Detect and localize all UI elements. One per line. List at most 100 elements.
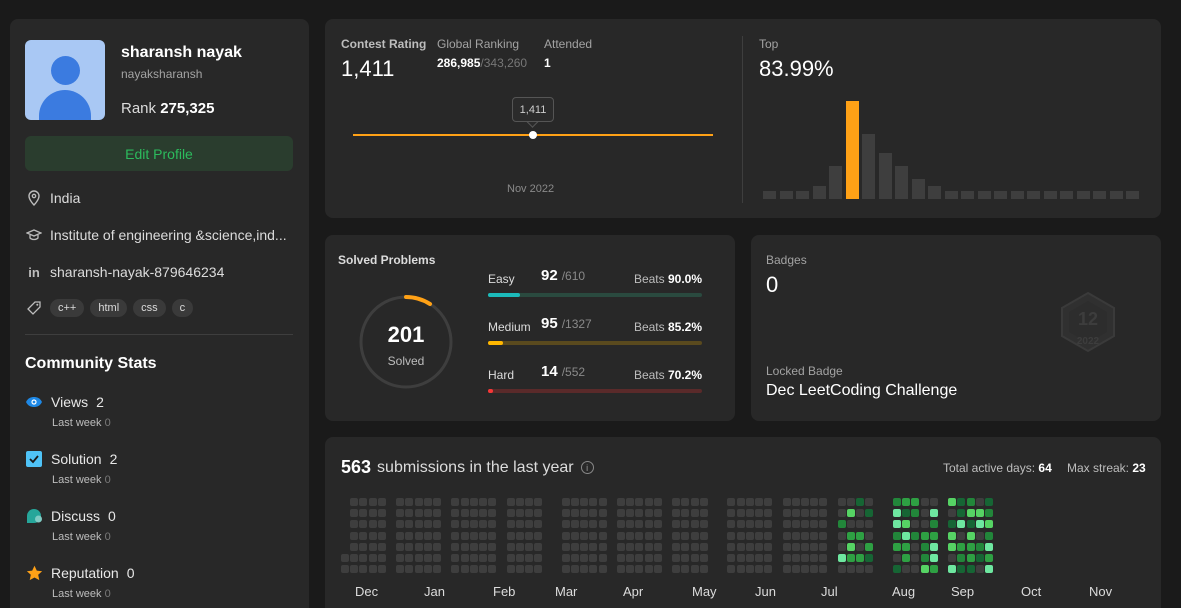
heatmap-cell[interactable] — [764, 509, 773, 518]
heatmap-cell[interactable] — [580, 520, 589, 529]
heatmap-cell[interactable] — [681, 520, 690, 529]
heatmap-cell[interactable] — [561, 498, 570, 506]
heatmap-cell[interactable] — [975, 498, 984, 506]
heatmap-cell[interactable] — [699, 565, 708, 574]
heatmap-cell[interactable] — [506, 531, 515, 540]
heatmap-cell[interactable] — [920, 542, 929, 551]
heatmap-cell[interactable] — [479, 498, 487, 506]
heatmap-cell[interactable] — [920, 498, 929, 506]
heatmap-cell[interactable] — [819, 531, 828, 540]
heatmap-cell[interactable] — [341, 554, 349, 562]
heatmap-cell[interactable] — [856, 498, 865, 506]
heatmap-cell[interactable] — [479, 531, 487, 540]
heatmap-cell[interactable] — [948, 542, 957, 551]
histogram-bar[interactable] — [1076, 191, 1090, 199]
heatmap-cell[interactable] — [626, 520, 635, 529]
heatmap-cell[interactable] — [681, 498, 690, 506]
heatmap-cell[interactable] — [690, 531, 699, 540]
heatmap-cell[interactable] — [745, 531, 754, 540]
heatmap-cell[interactable] — [433, 509, 441, 518]
heatmap-cell[interactable] — [423, 509, 432, 518]
heatmap-cell[interactable] — [460, 542, 469, 551]
heatmap-cell[interactable] — [506, 498, 515, 506]
heatmap-cell[interactable] — [865, 565, 874, 574]
heatmap-cell[interactable] — [423, 554, 432, 562]
heatmap-cell[interactable] — [856, 531, 865, 540]
heatmap-cell[interactable] — [801, 520, 809, 529]
heatmap-cell[interactable] — [506, 554, 515, 562]
heatmap-cell[interactable] — [699, 509, 708, 518]
heatmap-cell[interactable] — [359, 565, 368, 574]
heatmap-cell[interactable] — [635, 520, 644, 529]
heatmap-cell[interactable] — [948, 509, 957, 518]
heatmap-cell[interactable] — [414, 498, 423, 506]
histogram-bar[interactable] — [763, 191, 776, 199]
heatmap-cell[interactable] — [736, 542, 745, 551]
heatmap-cell[interactable] — [819, 498, 828, 506]
heatmap-cell[interactable] — [727, 531, 736, 540]
heatmap-cell[interactable] — [377, 542, 386, 551]
histogram-bar[interactable] — [829, 166, 842, 199]
heatmap-cell[interactable] — [377, 509, 386, 518]
heatmap-cell[interactable] — [764, 542, 773, 551]
heatmap-cell[interactable] — [911, 498, 920, 506]
heatmap-cell[interactable] — [571, 498, 579, 506]
heatmap-cell[interactable] — [460, 531, 469, 540]
heatmap-cell[interactable] — [791, 565, 800, 574]
heatmap-cell[interactable] — [957, 542, 966, 551]
heatmap-cell[interactable] — [782, 554, 791, 562]
heatmap-cell[interactable] — [580, 554, 589, 562]
heatmap-cell[interactable] — [534, 554, 543, 562]
heatmap-cell[interactable] — [985, 542, 993, 551]
heatmap-cell[interactable] — [433, 565, 441, 574]
heatmap-cell[interactable] — [644, 531, 653, 540]
heatmap-cell[interactable] — [948, 554, 957, 562]
heatmap-cell[interactable] — [451, 542, 460, 551]
heatmap-cell[interactable] — [451, 554, 460, 562]
heatmap-cell[interactable] — [561, 520, 570, 529]
histogram-bar[interactable] — [812, 185, 826, 199]
heatmap-cell[interactable] — [791, 498, 800, 506]
heatmap-cell[interactable] — [635, 554, 644, 562]
skill-tag[interactable]: html — [90, 299, 128, 317]
heatmap-cell[interactable] — [856, 565, 865, 574]
heatmap-cell[interactable] — [414, 520, 423, 529]
heatmap-cell[interactable] — [865, 498, 874, 506]
heatmap-cell[interactable] — [534, 498, 543, 506]
heatmap-cell[interactable] — [856, 520, 865, 529]
heatmap-cell[interactable] — [561, 554, 570, 562]
histogram-bar[interactable] — [961, 191, 974, 199]
histogram-bar[interactable] — [1126, 191, 1139, 199]
heatmap-cell[interactable] — [810, 520, 819, 529]
heatmap-cell[interactable] — [377, 498, 386, 506]
heatmap-cell[interactable] — [837, 531, 846, 540]
heatmap-cell[interactable] — [396, 520, 405, 529]
heatmap-cell[interactable] — [469, 554, 478, 562]
heatmap-cell[interactable] — [819, 542, 828, 551]
heatmap-cell[interactable] — [893, 542, 901, 551]
heatmap-cell[interactable] — [534, 531, 543, 540]
heatmap-cell[interactable] — [966, 531, 975, 540]
heatmap-cell[interactable] — [571, 520, 579, 529]
heatmap-cell[interactable] — [681, 542, 690, 551]
heatmap-cell[interactable] — [580, 565, 589, 574]
heatmap-cell[interactable] — [801, 542, 809, 551]
heatmap-cell[interactable] — [736, 520, 745, 529]
heatmap-cell[interactable] — [764, 565, 773, 574]
heatmap-cell[interactable] — [479, 542, 487, 551]
heatmap-cell[interactable] — [598, 520, 607, 529]
heatmap-cell[interactable] — [957, 554, 966, 562]
heatmap-cell[interactable] — [902, 498, 911, 506]
heatmap-cell[interactable] — [396, 565, 405, 574]
heatmap-cell[interactable] — [966, 509, 975, 518]
heatmap-cell[interactable] — [985, 554, 993, 562]
heatmap-cell[interactable] — [699, 520, 708, 529]
heatmap-cell[interactable] — [810, 554, 819, 562]
heatmap-cell[interactable] — [350, 542, 359, 551]
heatmap-cell[interactable] — [819, 509, 828, 518]
heatmap-cell[interactable] — [451, 565, 460, 574]
heatmap-cell[interactable] — [598, 531, 607, 540]
histogram-bar[interactable] — [1010, 191, 1024, 199]
heatmap-cell[interactable] — [847, 520, 855, 529]
heatmap-cell[interactable] — [405, 542, 414, 551]
